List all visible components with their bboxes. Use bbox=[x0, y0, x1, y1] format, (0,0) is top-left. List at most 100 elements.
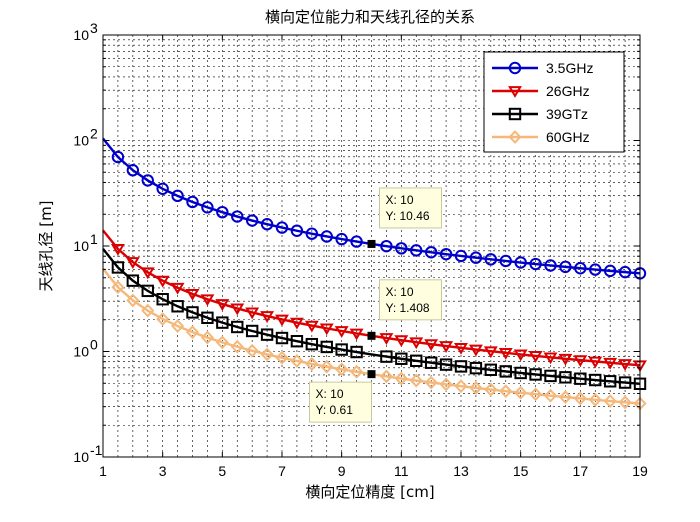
y-tick-label-exponent: -1 bbox=[90, 442, 103, 458]
data-tip-y: Y: 1.408 bbox=[386, 301, 430, 315]
data-point bbox=[589, 263, 602, 276]
data-point bbox=[454, 360, 468, 373]
data-point bbox=[603, 264, 617, 278]
data-tip-y: Y: 10.46 bbox=[386, 209, 430, 223]
data-point bbox=[200, 294, 215, 307]
data-point bbox=[290, 335, 304, 348]
data-point bbox=[275, 331, 289, 345]
data-point bbox=[320, 340, 333, 354]
data-point bbox=[603, 394, 617, 408]
data-point bbox=[469, 361, 483, 375]
data-tip-x: X: 10 bbox=[386, 285, 414, 299]
data-point bbox=[395, 242, 408, 255]
x-tick-label: 7 bbox=[278, 463, 286, 479]
data-point bbox=[186, 306, 199, 319]
data-point bbox=[141, 174, 154, 187]
data-point bbox=[603, 357, 618, 370]
data-point bbox=[469, 251, 483, 264]
data-point bbox=[155, 275, 170, 288]
x-tick-label: 3 bbox=[159, 463, 167, 479]
data-point bbox=[618, 395, 632, 410]
data-point bbox=[544, 259, 557, 272]
legend-item: 26GHz bbox=[492, 83, 590, 99]
x-axis-label: 横向定位精度 [cm] bbox=[305, 483, 434, 501]
data-point bbox=[216, 205, 229, 219]
data-point bbox=[349, 328, 364, 341]
data-tip: X: 10 Y: 10.46 bbox=[367, 187, 442, 248]
data-point bbox=[394, 335, 409, 348]
y-tick-label: 10 bbox=[73, 27, 89, 43]
data-point bbox=[289, 317, 304, 330]
legend-label: 60GHz bbox=[546, 129, 590, 145]
legend-item: 3.5GHz bbox=[492, 60, 593, 76]
data-point bbox=[185, 325, 200, 340]
data-point bbox=[618, 265, 632, 279]
data-tip-box bbox=[379, 279, 442, 321]
y-tick-label: 10 bbox=[73, 238, 89, 254]
x-tick-label: 1 bbox=[99, 463, 107, 479]
data-point bbox=[424, 356, 438, 369]
data-point bbox=[156, 312, 170, 326]
data-point bbox=[304, 320, 319, 333]
data-point bbox=[468, 344, 483, 357]
data-point bbox=[201, 311, 214, 324]
series-line bbox=[102, 248, 641, 385]
data-point bbox=[350, 235, 363, 248]
data-point bbox=[379, 369, 393, 384]
data-point bbox=[529, 368, 542, 381]
data-point bbox=[230, 339, 244, 354]
data-point bbox=[125, 257, 140, 269]
data-point bbox=[245, 307, 260, 320]
x-tick-label: 11 bbox=[394, 463, 409, 479]
data-point bbox=[409, 373, 423, 388]
data-point bbox=[559, 371, 572, 384]
data-point bbox=[156, 182, 169, 195]
data-point bbox=[484, 253, 498, 266]
legend-label: 26GHz bbox=[546, 83, 590, 99]
data-point bbox=[380, 239, 393, 253]
data-point bbox=[394, 371, 408, 386]
legend-marker bbox=[508, 107, 522, 121]
data-point bbox=[424, 375, 438, 390]
data-point bbox=[260, 347, 274, 362]
data-point bbox=[231, 210, 244, 223]
data-point bbox=[558, 353, 573, 366]
data-point bbox=[275, 221, 289, 234]
data-point bbox=[260, 218, 274, 231]
data-point bbox=[529, 257, 542, 271]
series-39gtz bbox=[102, 248, 647, 390]
x-tick-label: 13 bbox=[453, 463, 469, 479]
data-point bbox=[335, 362, 349, 377]
data-point bbox=[141, 284, 154, 298]
grid bbox=[103, 35, 640, 457]
data-tip-point bbox=[367, 331, 376, 340]
y-tick-label: 10 bbox=[73, 449, 89, 465]
data-point bbox=[409, 337, 424, 350]
data-point bbox=[514, 385, 528, 400]
data-point bbox=[483, 346, 498, 359]
data-point bbox=[410, 244, 423, 257]
x-tick-label: 15 bbox=[513, 463, 529, 479]
data-point bbox=[290, 354, 304, 368]
data-point bbox=[618, 359, 633, 371]
data-point bbox=[216, 316, 229, 329]
data-point bbox=[544, 369, 557, 383]
data-point bbox=[171, 189, 184, 203]
data-point bbox=[559, 260, 572, 274]
data-tip-y: Y: 0.61 bbox=[316, 403, 354, 417]
data-point bbox=[111, 280, 125, 295]
series-layer bbox=[102, 137, 647, 411]
data-point bbox=[439, 377, 453, 392]
data-tip-box bbox=[379, 187, 442, 229]
data-point bbox=[335, 343, 348, 356]
data-point bbox=[469, 380, 483, 395]
data-point bbox=[245, 324, 259, 338]
data-point bbox=[529, 387, 543, 402]
data-point bbox=[588, 392, 602, 407]
data-tip-box bbox=[309, 381, 372, 423]
data-point bbox=[484, 382, 498, 397]
data-point bbox=[513, 349, 528, 362]
data-point bbox=[395, 352, 408, 365]
data-point bbox=[111, 261, 125, 274]
